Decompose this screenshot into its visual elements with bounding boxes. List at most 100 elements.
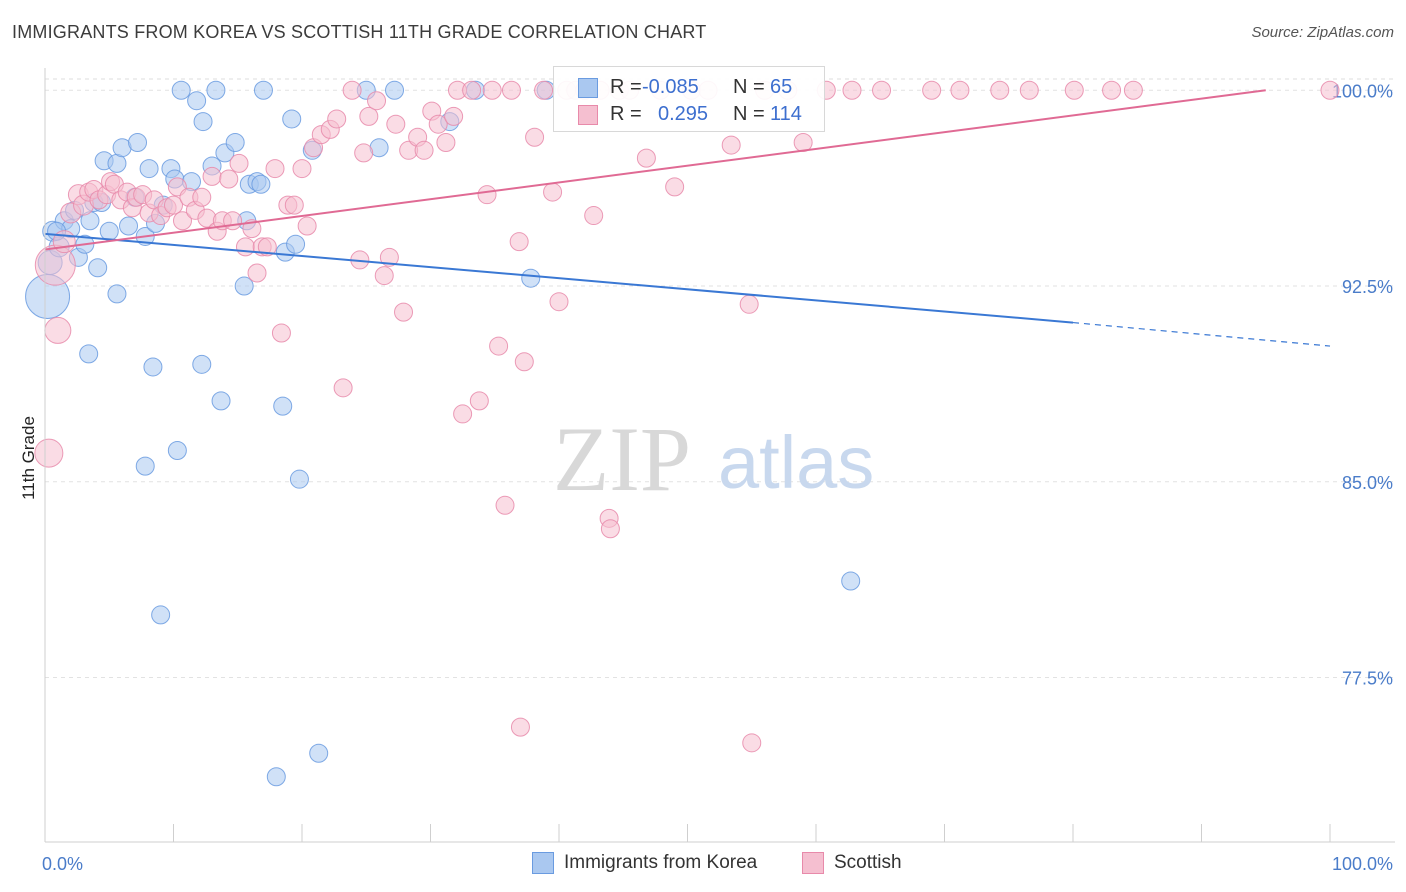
scottish-r-value: 0.295	[658, 102, 709, 125]
korea-point	[521, 268, 541, 288]
scottish-point	[514, 352, 534, 372]
scottish-point	[202, 166, 222, 186]
scottish-point	[549, 292, 569, 312]
korea-point	[385, 80, 405, 100]
korea-r-value: -0.085	[642, 75, 699, 98]
scottish-point	[1102, 80, 1122, 100]
scottish-point	[482, 80, 502, 100]
korea-point	[88, 258, 108, 278]
scottish-point	[469, 391, 489, 411]
scottish-point	[219, 169, 239, 189]
scottish-point	[922, 80, 942, 100]
scottish-point	[379, 247, 399, 267]
korea-point	[135, 456, 155, 476]
korea-trend-line	[44, 232, 1074, 324]
scottish-point	[284, 195, 304, 215]
legend-label-scottish: Scottish	[834, 852, 902, 873]
y-tick-label: 100.0%	[1332, 81, 1393, 101]
scottish-point	[271, 323, 291, 343]
legend-swatch-korea	[532, 852, 554, 874]
scottish-point	[374, 266, 394, 286]
korea-point	[193, 112, 213, 132]
scottish-point	[534, 80, 554, 100]
scottish-point	[872, 80, 892, 100]
y-tick-label: 92.5%	[1342, 277, 1393, 297]
series-legend: Immigrants from Korea Scottish	[0, 852, 1406, 878]
scottish-point	[44, 316, 72, 344]
scottish-point	[1320, 80, 1340, 100]
korea-point	[171, 80, 191, 100]
scottish-point	[292, 159, 312, 179]
scottish-point	[223, 211, 243, 231]
scottish-swatch	[578, 105, 598, 125]
y-tick-label: 85.0%	[1342, 473, 1393, 493]
korea-point	[282, 109, 302, 129]
korea-point	[128, 132, 148, 152]
korea-point	[289, 469, 309, 489]
korea-point	[266, 767, 286, 787]
scottish-point	[584, 206, 604, 226]
x-tick-label-max: 100.0%	[1332, 854, 1393, 874]
scottish-point	[990, 80, 1010, 100]
scottish-n-value: 114	[770, 102, 802, 125]
korea-point	[143, 357, 163, 377]
scottish-point	[742, 733, 762, 753]
scottish-point	[636, 148, 656, 168]
scottish-point	[229, 153, 249, 173]
korea-point	[167, 440, 187, 460]
scottish-point	[510, 717, 530, 737]
scottish-point	[1019, 80, 1039, 100]
source-credit: Source: ZipAtlas.com	[1251, 24, 1394, 41]
korea-point	[253, 80, 273, 100]
scottish-point	[721, 135, 741, 155]
scottish-point	[444, 106, 464, 126]
korea-point	[99, 221, 119, 241]
scottish-point	[793, 132, 813, 152]
legend-item-korea: Immigrants from Korea	[532, 852, 757, 874]
scottish-point	[34, 438, 64, 468]
korea-point	[187, 91, 207, 111]
korea-n-value: 65	[770, 75, 793, 98]
scottish-n-label: N =	[733, 102, 765, 125]
correlation-legend: R = -0.085 N = 65 R = 0.295 N = 114	[553, 66, 825, 132]
scottish-point	[1123, 80, 1143, 100]
watermark-atlas: atlas	[718, 421, 874, 504]
scottish-r-label: R =	[610, 102, 642, 125]
korea-point	[273, 396, 293, 416]
scottish-point	[525, 127, 545, 147]
scottish-point	[192, 187, 212, 207]
scottish-point	[436, 132, 456, 152]
korea-point	[286, 234, 306, 254]
scottish-point	[414, 140, 434, 160]
scottish-point	[359, 106, 379, 126]
watermark-zip: ZIP	[553, 408, 691, 510]
scottish-point	[509, 232, 529, 252]
korea-point	[251, 174, 271, 194]
scottish-point	[1064, 80, 1084, 100]
scottish-point	[386, 114, 406, 134]
korea-point	[119, 216, 139, 236]
scottish-point	[242, 219, 262, 239]
scottish-point	[739, 294, 759, 314]
scottish-point	[950, 80, 970, 100]
legend-row-scottish: R = 0.295 N = 114	[578, 100, 818, 128]
scottish-point	[342, 80, 362, 100]
korea-point	[309, 743, 329, 763]
scottish-point	[257, 237, 277, 257]
scottish-point	[172, 211, 192, 231]
korea-n-label: N =	[733, 75, 765, 98]
scottish-point	[600, 519, 620, 539]
y-axis-label: 11th Grade	[19, 416, 38, 500]
korea-swatch	[578, 78, 598, 98]
scottish-point	[235, 237, 255, 257]
scottish-point	[462, 80, 482, 100]
scottish-point	[394, 302, 414, 322]
korea-point	[139, 159, 159, 179]
scottish-point	[453, 404, 473, 424]
legend-row-korea: R = -0.085 N = 65	[578, 73, 818, 101]
legend-label-korea: Immigrants from Korea	[564, 852, 758, 873]
scottish-point	[333, 378, 353, 398]
korea-point	[79, 344, 99, 364]
scottish-point	[477, 185, 497, 205]
